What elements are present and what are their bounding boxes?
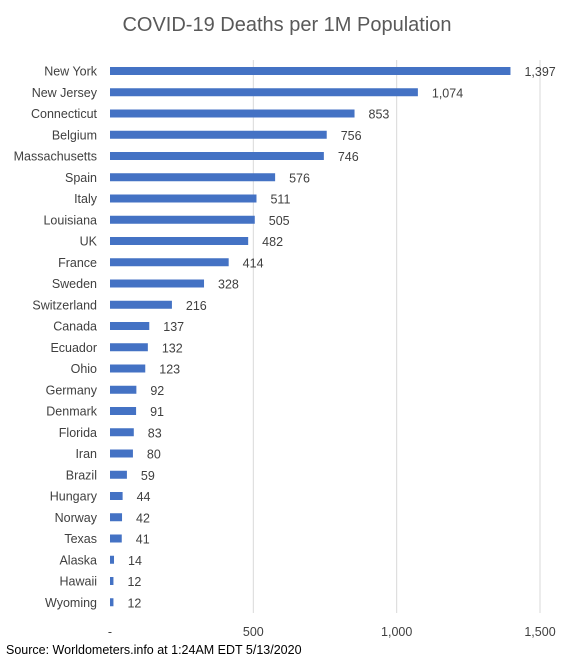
bar [110,258,229,267]
bar [110,555,115,564]
value-label: 42 [136,511,150,525]
value-label: 414 [243,256,264,270]
value-label: 137 [163,320,184,334]
bar [110,492,123,500]
value-label: 746 [338,150,359,164]
bar [110,513,123,522]
category-label: Spain [65,171,97,185]
category-label: France [58,256,97,270]
category-label: Florida [59,426,97,440]
x-tick-label: - [108,625,112,639]
category-label: New York [44,65,98,79]
category-label: Belgium [52,128,97,142]
bar [110,279,205,288]
category-labels: New York New Jersey Connecticut Belgium Mass… [14,65,98,610]
value-label: 1,074 [432,86,463,100]
value-label: 505 [269,214,290,228]
category-label: Ecuador [50,341,97,355]
category-label: Denmark [46,405,97,419]
category-label: Iran [75,447,97,461]
bar [110,534,122,543]
value-label: 92 [150,384,164,398]
bar [110,343,148,352]
x-axis-tick-labels: - 500 1,000 1,500 [108,625,556,639]
gridlines [252,60,541,613]
bar [110,364,146,373]
value-label: 41 [136,533,150,547]
category-label: Sweden [52,277,97,291]
bar [110,577,114,585]
x-tick-label: 500 [243,625,264,639]
bar [110,449,133,458]
value-label: 14 [128,554,142,568]
category-label: Wyoming [45,596,97,610]
value-label: 216 [186,299,207,313]
bar [110,237,249,245]
bar [110,152,324,160]
value-label: 132 [162,341,183,355]
category-label: Hungary [50,490,98,504]
bar [110,67,511,75]
category-label: Texas [64,532,97,546]
value-label: 853 [369,108,390,122]
category-label: Germany [46,383,98,397]
bar [110,428,134,437]
bar [110,322,150,330]
bar [110,109,355,118]
bar [110,470,127,479]
value-label: 328 [218,278,239,292]
value-label: 576 [289,171,310,185]
x-tick-label: 1,000 [381,625,412,639]
category-label: Norway [55,511,98,525]
chart-title: COVID-19 Deaths per 1M Population [122,14,451,36]
category-label: Canada [53,320,97,334]
category-label: Brazil [66,468,97,482]
bars [110,67,511,607]
value-label: 91 [150,405,164,419]
value-label: 44 [137,490,151,504]
category-label: Louisiana [43,213,97,227]
value-label: 12 [127,596,141,610]
bar [110,300,172,309]
value-label: 756 [341,129,362,143]
value-label: 83 [148,426,162,440]
bar [110,215,255,224]
source-note: Source: Worldometers.info at 1:24AM EDT … [6,643,302,657]
category-label: Italy [74,192,98,206]
value-label: 12 [127,575,141,589]
category-label: Alaska [59,553,97,567]
bar [110,407,137,415]
category-label: New Jersey [32,86,98,100]
value-label: 482 [262,235,283,249]
category-label: Ohio [71,362,97,376]
value-label: 123 [159,363,180,377]
bar [110,173,276,182]
bar [110,130,327,139]
value-label: 511 [270,193,290,207]
value-label: 59 [141,469,155,483]
bar [110,385,137,394]
bar [110,194,257,203]
bar [110,598,114,607]
category-label: UK [80,235,98,249]
value-label: 80 [147,448,161,462]
category-label: Hawaii [59,575,97,589]
category-label: Massachusetts [14,150,97,164]
value-labels: 1,397 1,074 853 756 746 576 511 505 482 414 328 216… [127,65,555,610]
value-label: 1,397 [524,65,555,79]
bar [110,88,418,97]
x-tick-label: 1,500 [524,625,555,639]
category-label: Connecticut [31,107,98,121]
category-label: Switzerland [32,298,97,312]
